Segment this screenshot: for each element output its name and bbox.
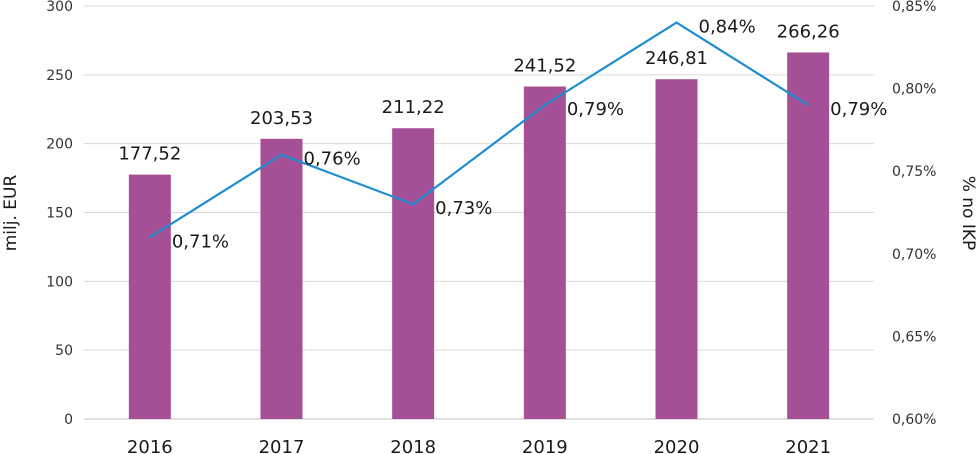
bar [655,79,698,419]
y2-tick-label: 0,60% [892,412,936,428]
y-tick-label: 300 [46,0,73,15]
x-tick-label: 2019 [522,437,568,454]
bar [787,52,830,420]
y-tick-label: 100 [46,274,73,290]
y2-tick-label: 0,75% [892,164,936,180]
line-value-label: 0,79% [567,99,624,120]
line-value-label: 0,71% [172,231,229,252]
y-tick-label: 150 [46,206,73,222]
y2-tick-label: 0,70% [892,247,936,263]
y-tick-label: 200 [46,137,73,153]
line-series [149,21,809,239]
bar-value-label: 266,26 [777,21,840,42]
y2-axis-title: % no IKP [958,176,978,251]
y2-tick-label: 0,80% [892,82,936,98]
x-tick-label: 2017 [259,437,305,454]
y-tick-label: 250 [46,68,73,84]
x-tick-label: 2018 [390,437,436,454]
bar-value-label: 203,53 [250,108,313,129]
line-value-label: 0,84% [699,17,756,38]
bar-value-label: 241,52 [513,56,576,77]
line-value-label: 0,79% [830,99,887,120]
x-tick-label: 2020 [654,437,700,454]
line-value-label: 0,73% [435,198,492,219]
bar [128,174,171,419]
y-axis-title: milj. EUR [1,175,21,252]
bar [523,86,566,419]
bar [392,128,435,419]
bar-value-label: 246,81 [645,48,708,69]
y-tick-label: 50 [55,343,73,359]
x-tick-label: 2021 [785,437,831,454]
y2-tick-label: 0,65% [892,329,936,345]
bar-value-label: 211,22 [382,97,445,118]
x-tick-label: 2016 [127,437,173,454]
line-value-label: 0,76% [304,149,361,170]
y2-tick-label: 0,85% [892,0,936,15]
y-tick-label: 0 [64,412,73,428]
bar [260,138,303,419]
bar-value-label: 177,52 [118,144,181,165]
